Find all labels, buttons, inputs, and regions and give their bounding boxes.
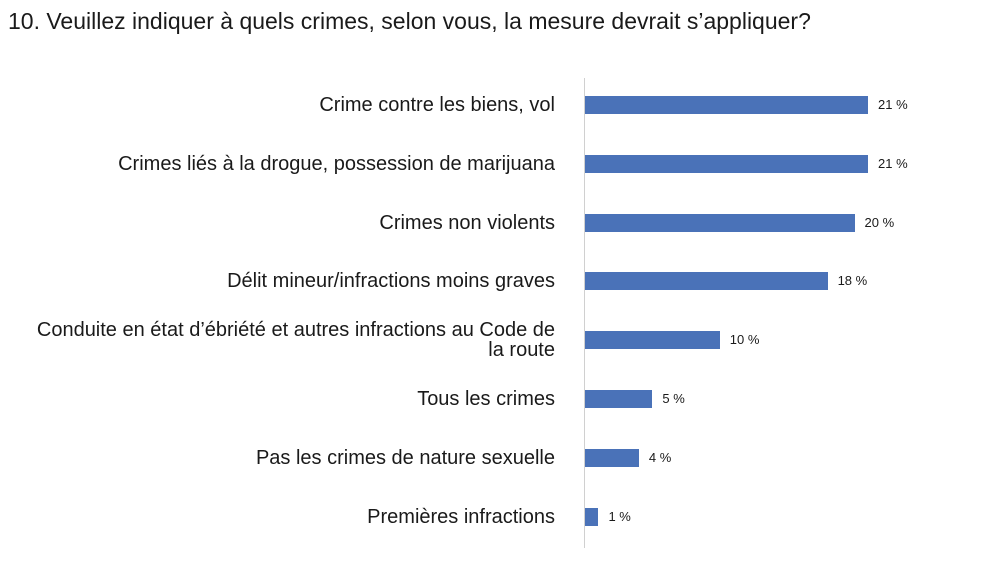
chart-title: 10. Veuillez indiquer à quels crimes, se… [8,8,811,34]
category-label: Pas les crimes de nature sexuelle [255,446,555,469]
bar [585,448,639,467]
data-label: 21 % [878,97,908,112]
category-label: Conduite en état d’ébriété et autres inf… [36,319,555,362]
data-label: 18 % [837,273,868,289]
data-label: 4 % [648,449,672,465]
bar [585,213,855,232]
bar [585,507,599,526]
category-label: Tous les crimes [417,388,555,410]
bar [585,331,720,350]
data-label: 5 % [662,391,685,406]
bar [585,96,868,114]
data-label: 10 % [729,332,760,348]
data-label: 1 % [608,508,631,524]
data-label: 21 % [878,155,908,171]
category-label: Crimes liés à la drogue, possession de m… [118,152,555,175]
bar [585,272,828,291]
bar [585,390,653,408]
category-label: Délit mineur/infractions moins graves [227,270,555,293]
bar [585,154,868,173]
category-label: Premières infractions [367,505,555,528]
category-axis-line [584,78,585,548]
category-label: Crime contre les biens, vol [319,94,555,116]
category-label: Crimes non violents [379,211,555,234]
data-label: 20 % [864,214,895,230]
